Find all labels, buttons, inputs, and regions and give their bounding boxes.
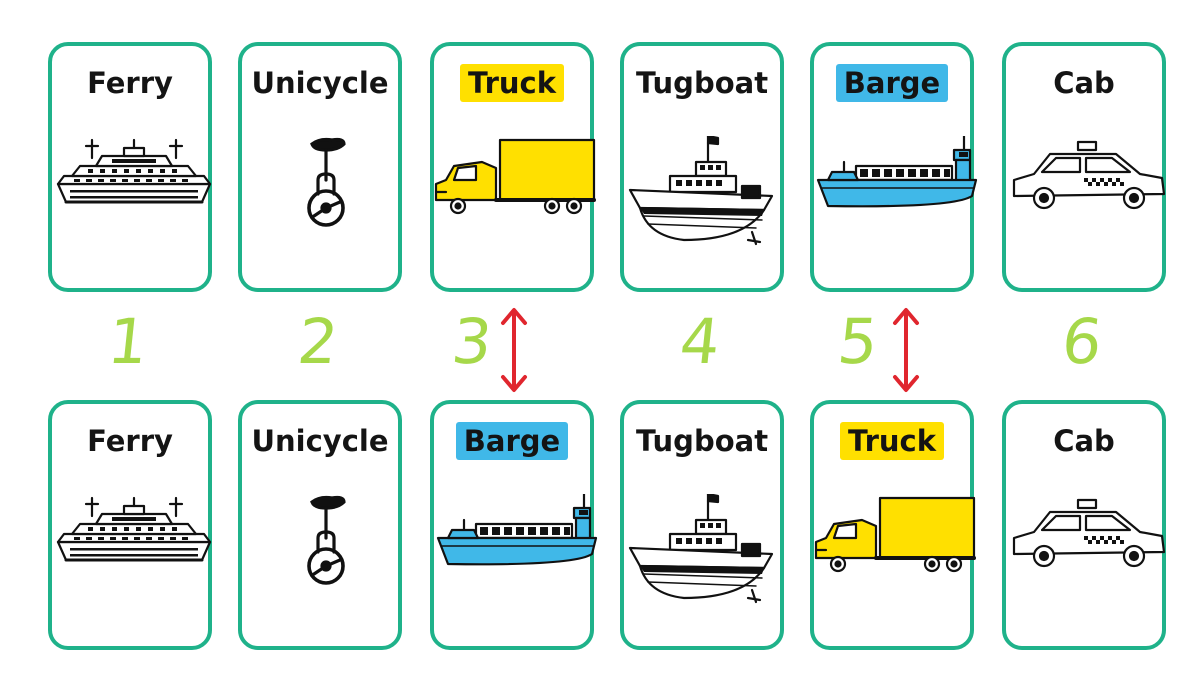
card-bottom-3: Barge	[430, 400, 594, 650]
swap-arrow-icon	[886, 305, 926, 395]
card-bottom-2: Unicycle	[238, 400, 402, 650]
card-label: Tugboat	[635, 424, 769, 458]
card-bottom-1: Ferry	[48, 400, 212, 650]
position-number: 4	[676, 305, 724, 378]
truck-icon	[814, 494, 978, 614]
position-number: 2	[294, 305, 342, 378]
card-label: Unicycle	[251, 424, 389, 458]
card-top-1: Ferry	[48, 42, 212, 292]
cab-icon	[1006, 494, 1170, 614]
card-top-5: Barge	[810, 42, 974, 292]
card-label: Cab	[1053, 424, 1115, 458]
card-top-2: Unicycle	[238, 42, 402, 292]
card-label-highlighted: Truck	[839, 422, 945, 460]
card-label-highlighted: Truck	[459, 64, 565, 102]
unicycle-icon	[242, 136, 406, 256]
card-top-3: Truck	[430, 42, 594, 292]
card-label-highlighted: Barge	[835, 64, 949, 102]
tugboat-icon	[624, 494, 788, 614]
barge-icon	[814, 136, 978, 256]
position-number: 6	[1058, 305, 1106, 378]
card-label: Tugboat	[635, 66, 769, 100]
swap-arrow-icon	[494, 305, 534, 395]
barge-icon	[434, 494, 598, 614]
card-bottom-4: Tugboat	[620, 400, 784, 650]
card-label: Ferry	[87, 66, 173, 100]
tugboat-icon	[624, 136, 788, 256]
cab-icon	[1006, 136, 1170, 256]
card-top-6: Cab	[1002, 42, 1166, 292]
card-label: Cab	[1053, 66, 1115, 100]
card-bottom-5: Truck	[810, 400, 974, 650]
card-label: Unicycle	[251, 66, 389, 100]
ferry-icon	[52, 494, 216, 614]
card-top-4: Tugboat	[620, 42, 784, 292]
ferry-icon	[52, 136, 216, 256]
position-number: 1	[104, 305, 152, 378]
card-label: Ferry	[87, 424, 173, 458]
truck-icon	[434, 136, 598, 256]
unicycle-icon	[242, 494, 406, 614]
card-label-highlighted: Barge	[455, 422, 569, 460]
card-bottom-6: Cab	[1002, 400, 1166, 650]
